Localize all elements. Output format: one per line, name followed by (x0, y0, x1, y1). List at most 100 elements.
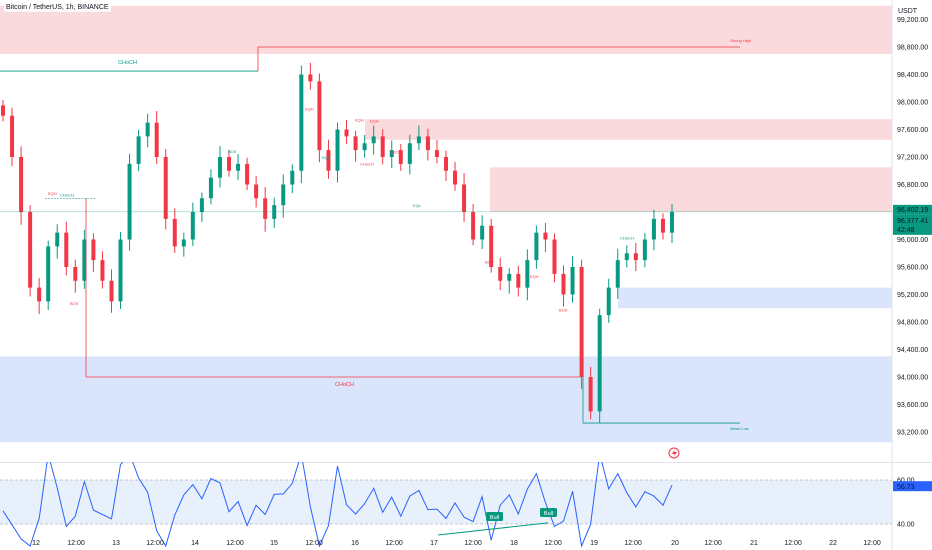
price-tick-label: 98,800.00 (897, 45, 928, 52)
price-tick-label: 98,000.00 (897, 100, 928, 107)
bull-signal-badge (540, 508, 557, 517)
time-tick-label: 12:00 (544, 540, 562, 547)
candle-body (615, 260, 620, 288)
time-tick-label: 12:00 (226, 540, 244, 547)
candle-body (660, 218, 665, 233)
candle-body (190, 212, 195, 240)
candle-body (172, 218, 177, 247)
candle-body (651, 218, 656, 240)
rsi-panel[interactable]: 60.00 40.00 Bull Bull 56.73 12 12:00 13 12:00 14 1… (0, 462, 932, 550)
structure-tag: EQL (322, 155, 331, 160)
time-tick-label: 18 (510, 540, 518, 547)
candle-body (46, 246, 51, 302)
candle-body (317, 81, 322, 151)
candle-body (425, 136, 430, 151)
price-tick-label: 96,800.00 (897, 182, 928, 189)
bid-price-badge (893, 214, 932, 235)
candle-body (471, 212, 476, 240)
candle-body (353, 136, 358, 151)
demand-zone (0, 356, 892, 443)
candle-body (136, 136, 141, 164)
price-tick-label: 94,800.00 (897, 320, 928, 327)
candle-body (263, 198, 268, 219)
last-price-badge (893, 204, 932, 215)
time-tick-label: 12:00 (704, 540, 722, 547)
choch-label: CHoCH (118, 60, 137, 66)
candle-body (335, 129, 340, 171)
candle-body (534, 232, 539, 261)
rsi-band (0, 480, 892, 524)
time-tick-label: 13 (112, 540, 120, 547)
structure-tag: BOS (70, 301, 79, 306)
rsi-tick-label: 60.00 (897, 478, 915, 485)
candle-body (55, 232, 60, 247)
candle-body (507, 273, 512, 281)
structure-tag: BOS (485, 260, 494, 265)
candle-body (64, 232, 69, 267)
bull-signal-label: Bull (490, 515, 499, 521)
lightning-glyph (672, 449, 677, 458)
candle-body (91, 239, 96, 261)
countdown-timer: 42:48 (897, 227, 915, 234)
candle-body (480, 225, 485, 240)
candle-body (371, 136, 376, 144)
candle-body (552, 239, 557, 274)
candle-body (109, 280, 114, 302)
candle-body (145, 122, 150, 137)
candle-body (163, 157, 168, 219)
price-tick-label: 94,400.00 (897, 347, 928, 354)
candle-body (118, 239, 123, 302)
candle-body (290, 170, 295, 185)
price-tick-label: 97,600.00 (897, 127, 928, 134)
time-tick-label: 12:00 (385, 540, 403, 547)
candle-body (407, 143, 412, 164)
structure-tag: EQH (370, 119, 379, 124)
time-tick-label: 15 (270, 540, 278, 547)
candle-body (398, 150, 403, 164)
candle-body (597, 315, 602, 412)
bull-signal-badge (486, 512, 503, 521)
supply-zone (365, 119, 892, 140)
candle-body (199, 198, 204, 212)
price-tick-label: 93,600.00 (897, 402, 928, 409)
candle-body (281, 184, 286, 206)
time-tick-label: 20 (671, 540, 679, 547)
candle-body (73, 267, 78, 281)
candle-body (579, 267, 584, 377)
time-tick-label: 17 (430, 540, 438, 547)
time-tick-label: 12:00 (146, 540, 164, 547)
bid-price-value: 96,377.41 (897, 218, 928, 225)
candle-body (19, 157, 24, 212)
candle-body (561, 273, 566, 295)
time-tick-label: 21 (750, 540, 758, 547)
candle-body (362, 143, 367, 151)
candle-body (498, 267, 503, 281)
candle-body (127, 163, 132, 240)
candle-body (1, 105, 5, 116)
structure-tag: EQH (305, 106, 314, 111)
structure-tag: CHoCH (360, 161, 374, 166)
rsi-value: 56.73 (897, 484, 915, 491)
candle-body (82, 239, 87, 281)
candle-body (525, 260, 530, 288)
structure-tag: EQH (48, 191, 57, 196)
strong-high-label: Strong High (730, 38, 751, 43)
candle-body (389, 150, 394, 157)
candle-body (462, 184, 467, 212)
candle-body (570, 267, 575, 295)
candle-body (443, 157, 448, 171)
price-tick-label: 94,000.00 (897, 375, 928, 382)
candle-body (453, 170, 458, 185)
time-tick-label: 12 (32, 540, 40, 547)
chart-title: Bitcoin / TetherUS, 1h, BINANCE (4, 3, 111, 12)
candle-body (181, 239, 186, 247)
candle-body (100, 260, 105, 281)
candle-body (633, 253, 638, 261)
price-tick-label: 99,200.00 (897, 17, 928, 24)
candle-body (543, 232, 548, 240)
candle-body (299, 74, 304, 171)
price-chart[interactable]: USDT 99,200.00 98,800.00 98,400.00 98,000.00… (0, 0, 932, 462)
structure-tag: BOS (228, 149, 237, 154)
supply-zone (0, 5, 892, 54)
candle-body (326, 150, 331, 171)
